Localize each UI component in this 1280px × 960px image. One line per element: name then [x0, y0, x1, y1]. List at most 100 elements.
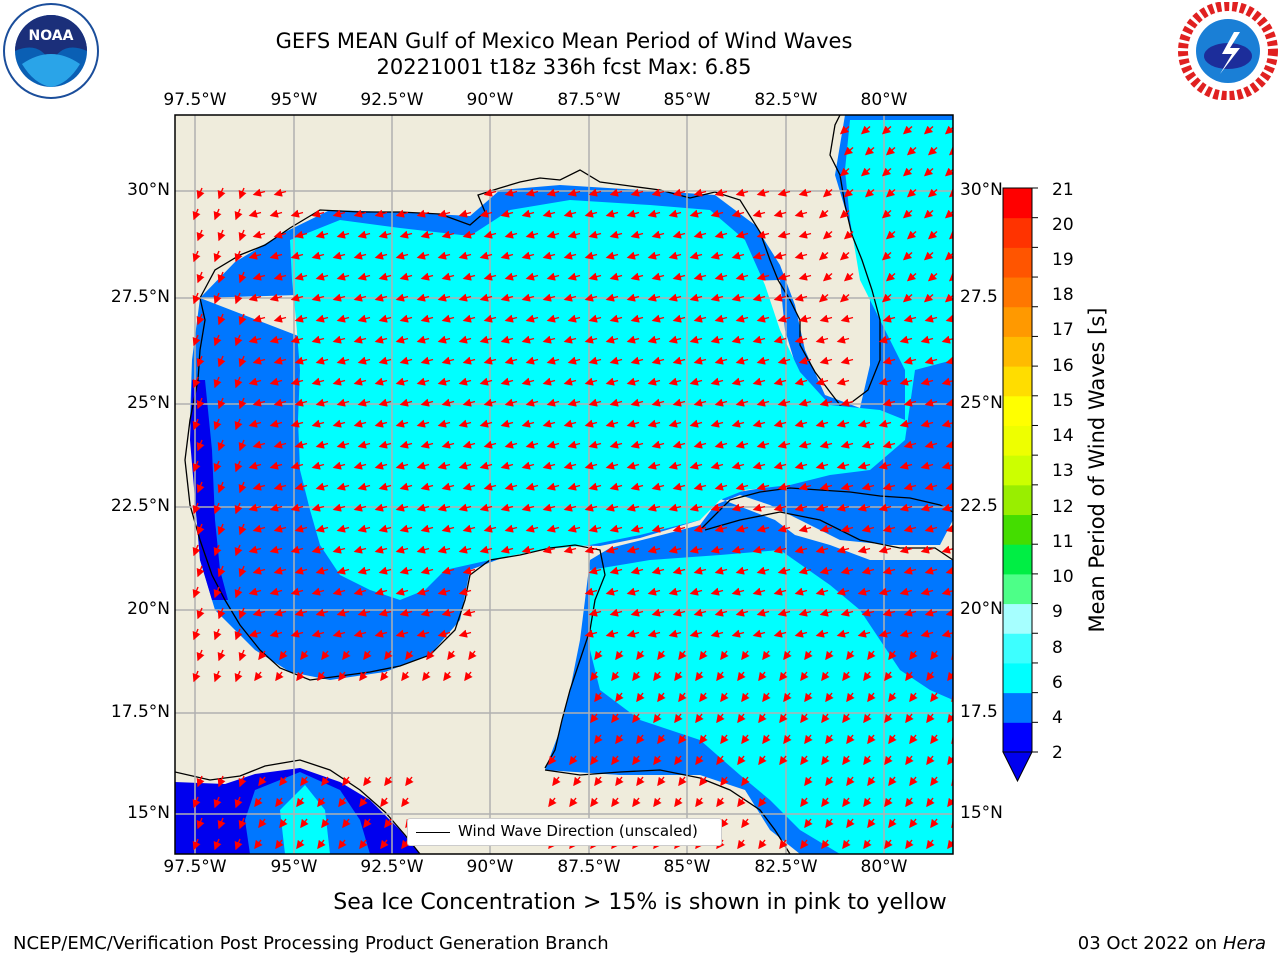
- wind-arrow: [437, 209, 451, 218]
- wind-arrow: [275, 839, 284, 850]
- wind-arrow: [798, 440, 812, 449]
- colorbar-segment: [1003, 277, 1032, 308]
- lat-left-3: 25°N: [127, 393, 170, 413]
- wind-arrow: [857, 503, 871, 512]
- wind-arrow: [651, 440, 665, 449]
- wind-arrow: [290, 545, 304, 554]
- wind-arrow: [794, 251, 808, 260]
- wind-arrow: [777, 482, 791, 491]
- wind-arrow: [651, 188, 665, 197]
- wind-arrow: [437, 503, 451, 512]
- wind-arrow: [735, 230, 749, 239]
- lon-top-3: 92.5°W: [360, 90, 424, 110]
- wind-arrow: [332, 377, 346, 386]
- wind-arrow: [741, 650, 750, 661]
- wind-arrow: [542, 293, 556, 302]
- wind-arrow: [290, 461, 304, 470]
- cbar-tick-15: 15: [1052, 391, 1074, 411]
- wind-arrow: [546, 314, 560, 323]
- caribbean-water-4-6s: [590, 550, 953, 854]
- wind-arrow: [756, 398, 770, 407]
- wind-arrow: [758, 839, 767, 850]
- wind-arrow: [374, 209, 388, 218]
- wind-arrow: [504, 482, 518, 491]
- wind-arrow: [882, 314, 896, 323]
- wind-arrow: [815, 377, 829, 386]
- wind-arrow: [840, 482, 854, 491]
- wind-arrow: [426, 650, 435, 661]
- wind-arrow: [311, 209, 325, 218]
- wind-arrow: [948, 272, 953, 282]
- wind-arrow: [884, 671, 893, 682]
- wind-arrow: [689, 377, 703, 386]
- wind-arrow: [588, 482, 602, 491]
- wind-arrow: [923, 167, 934, 177]
- wind-arrow: [920, 503, 934, 512]
- wind-arrow: [234, 292, 243, 305]
- wind-arrow: [737, 755, 746, 766]
- wind-arrow: [594, 776, 603, 787]
- wind-arrow: [630, 272, 644, 281]
- coastal-under-range: [190, 380, 228, 600]
- lon-bottom-8: 80°W: [860, 857, 908, 877]
- wind-arrow: [338, 839, 347, 850]
- wind-arrow: [773, 377, 787, 386]
- wind-arrow: [275, 797, 284, 808]
- wind-arrow: [420, 440, 434, 449]
- plot-frame: [174, 114, 954, 855]
- wind-arrow: [441, 608, 455, 617]
- wind-arrow: [899, 377, 913, 386]
- wind-arrow: [563, 377, 577, 386]
- wind-arrow: [906, 146, 917, 156]
- wind-arrow: [699, 692, 708, 703]
- wind-arrow: [353, 461, 367, 470]
- wind-arrow: [213, 460, 222, 473]
- wind-arrow: [546, 272, 560, 281]
- wind-arrow: [930, 650, 939, 661]
- wind-arrow: [867, 818, 876, 829]
- wind-arrow: [903, 356, 917, 365]
- wind-arrow: [752, 293, 766, 302]
- wind-arrow: [693, 230, 707, 239]
- wind-arrow: [353, 503, 367, 512]
- wind-arrow: [647, 209, 661, 218]
- wind-arrow: [196, 565, 205, 578]
- wind-arrow: [563, 335, 577, 344]
- wind-arrow: [693, 188, 707, 197]
- wind-arrow: [777, 314, 791, 323]
- wind-arrow: [647, 461, 661, 470]
- wind-arrow: [315, 482, 329, 491]
- lon-bottom-6: 85°W: [663, 857, 711, 877]
- wind-arrow: [437, 377, 451, 386]
- wind-arrow: [605, 251, 619, 260]
- wind-arrow: [275, 671, 284, 682]
- wind-arrow: [626, 629, 640, 638]
- wind-arrow: [196, 607, 205, 620]
- wind-arrow: [234, 208, 243, 221]
- wind-arrow: [731, 587, 745, 596]
- wind-arrow: [359, 797, 368, 808]
- wind-arrow: [479, 335, 493, 344]
- wind-arrow: [353, 209, 367, 218]
- wind-arrow: [609, 440, 623, 449]
- wind-arrow: [924, 398, 938, 407]
- colorbar-segment: [1003, 514, 1032, 545]
- wind-arrow: [252, 398, 266, 407]
- wind-arrow: [315, 524, 329, 533]
- wind-arrow: [839, 209, 850, 219]
- wind-arrow: [234, 544, 243, 557]
- wind-arrow: [605, 461, 619, 470]
- wind-arrow: [584, 377, 598, 386]
- wind-arrow: [779, 839, 788, 850]
- wind-arrow: [384, 776, 393, 787]
- wind-arrow: [777, 230, 791, 239]
- wind-arrow: [294, 314, 308, 323]
- wind-arrow: [542, 545, 556, 554]
- wind-arrow: [920, 419, 934, 428]
- wind-arrow: [213, 796, 222, 809]
- wind-arrow: [678, 734, 687, 745]
- cbar-tick-4: 4: [1052, 708, 1063, 728]
- wind-arrow: [909, 692, 918, 703]
- wind-arrow: [363, 650, 372, 661]
- lat-right-3: 25°N: [960, 393, 1003, 413]
